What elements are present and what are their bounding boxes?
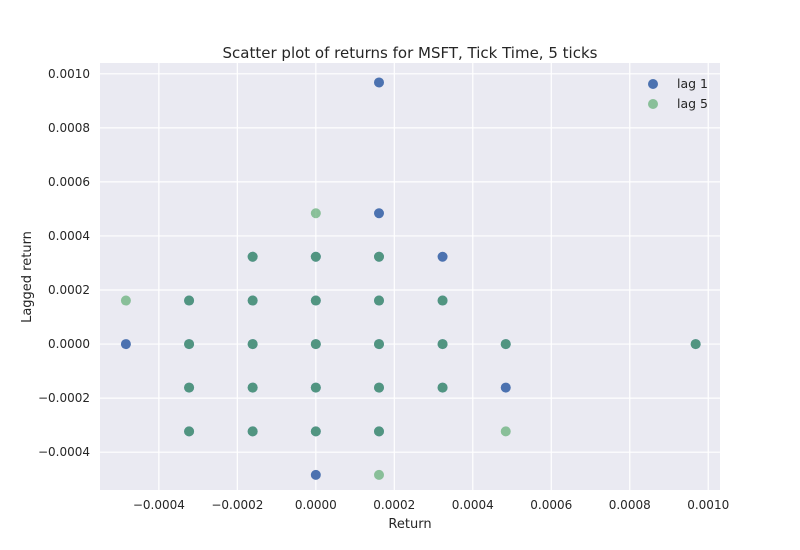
data-point bbox=[374, 208, 384, 219]
y-tick-label: 0.0006 bbox=[48, 175, 90, 189]
data-point bbox=[310, 339, 321, 350]
data-point bbox=[310, 208, 321, 219]
data-point bbox=[310, 382, 321, 393]
legend-marker bbox=[648, 99, 658, 109]
y-tick-labels: −0.0004 −0.0002 0.0000 0.0002 0.0004 0.0006 0.… bbox=[38, 67, 90, 459]
legend: lag 1 lag 5 bbox=[648, 76, 708, 111]
y-tick-label: −0.0002 bbox=[38, 391, 90, 405]
data-point bbox=[247, 382, 258, 393]
data-point bbox=[184, 382, 195, 393]
data-point bbox=[120, 295, 131, 306]
y-tick-label: 0.0002 bbox=[48, 283, 90, 297]
x-axis-label: Return bbox=[388, 517, 431, 532]
data-points bbox=[120, 77, 701, 480]
data-point bbox=[120, 339, 131, 350]
chart-title: Scatter plot of returns for MSFT, Tick T… bbox=[223, 44, 598, 62]
x-tick-label: 0.0002 bbox=[373, 498, 415, 512]
x-tick-label: −0.0002 bbox=[211, 498, 263, 512]
grid-lines bbox=[100, 63, 720, 490]
data-point bbox=[184, 295, 195, 306]
legend-marker bbox=[648, 79, 658, 89]
x-tick-label: 0.0004 bbox=[452, 498, 494, 512]
data-point bbox=[374, 251, 384, 262]
data-point bbox=[247, 426, 258, 437]
data-point bbox=[374, 295, 384, 306]
data-point bbox=[247, 251, 258, 262]
data-point bbox=[437, 295, 448, 306]
x-tick-label: 0.0008 bbox=[609, 498, 651, 512]
x-tick-label: 0.0000 bbox=[295, 498, 337, 512]
data-point bbox=[500, 382, 511, 393]
data-point bbox=[184, 426, 195, 437]
y-tick-label: −0.0004 bbox=[38, 445, 90, 459]
data-point bbox=[310, 295, 321, 306]
data-point bbox=[690, 339, 701, 350]
data-point bbox=[500, 426, 511, 437]
data-point bbox=[310, 426, 321, 437]
x-tick-label: 0.0010 bbox=[687, 498, 729, 512]
data-point bbox=[437, 382, 448, 393]
x-tick-labels: −0.0004 −0.0002 0.0000 0.0002 0.0004 0.0006 0.… bbox=[133, 498, 729, 512]
data-point bbox=[500, 339, 511, 350]
y-tick-label: 0.0004 bbox=[48, 229, 90, 243]
data-point bbox=[310, 251, 321, 262]
data-point bbox=[437, 339, 448, 350]
data-point bbox=[184, 339, 195, 350]
y-tick-label: 0.0008 bbox=[48, 121, 90, 135]
data-point bbox=[374, 339, 384, 350]
x-tick-label: −0.0004 bbox=[133, 498, 185, 512]
data-point bbox=[247, 339, 258, 350]
data-point bbox=[437, 251, 448, 262]
x-tick-label: 0.0006 bbox=[530, 498, 572, 512]
plot-background bbox=[100, 63, 720, 490]
y-tick-label: 0.0000 bbox=[48, 337, 90, 351]
y-axis-label: Lagged return bbox=[20, 231, 35, 323]
data-point bbox=[374, 469, 384, 480]
legend-label: lag 5 bbox=[677, 96, 708, 111]
data-point bbox=[310, 469, 321, 480]
data-point bbox=[374, 426, 384, 437]
series-2 bbox=[120, 208, 701, 480]
legend-label: lag 1 bbox=[677, 76, 708, 91]
data-point bbox=[374, 382, 384, 393]
data-point bbox=[374, 77, 384, 88]
data-point bbox=[247, 295, 258, 306]
y-tick-label: 0.0010 bbox=[48, 67, 90, 81]
